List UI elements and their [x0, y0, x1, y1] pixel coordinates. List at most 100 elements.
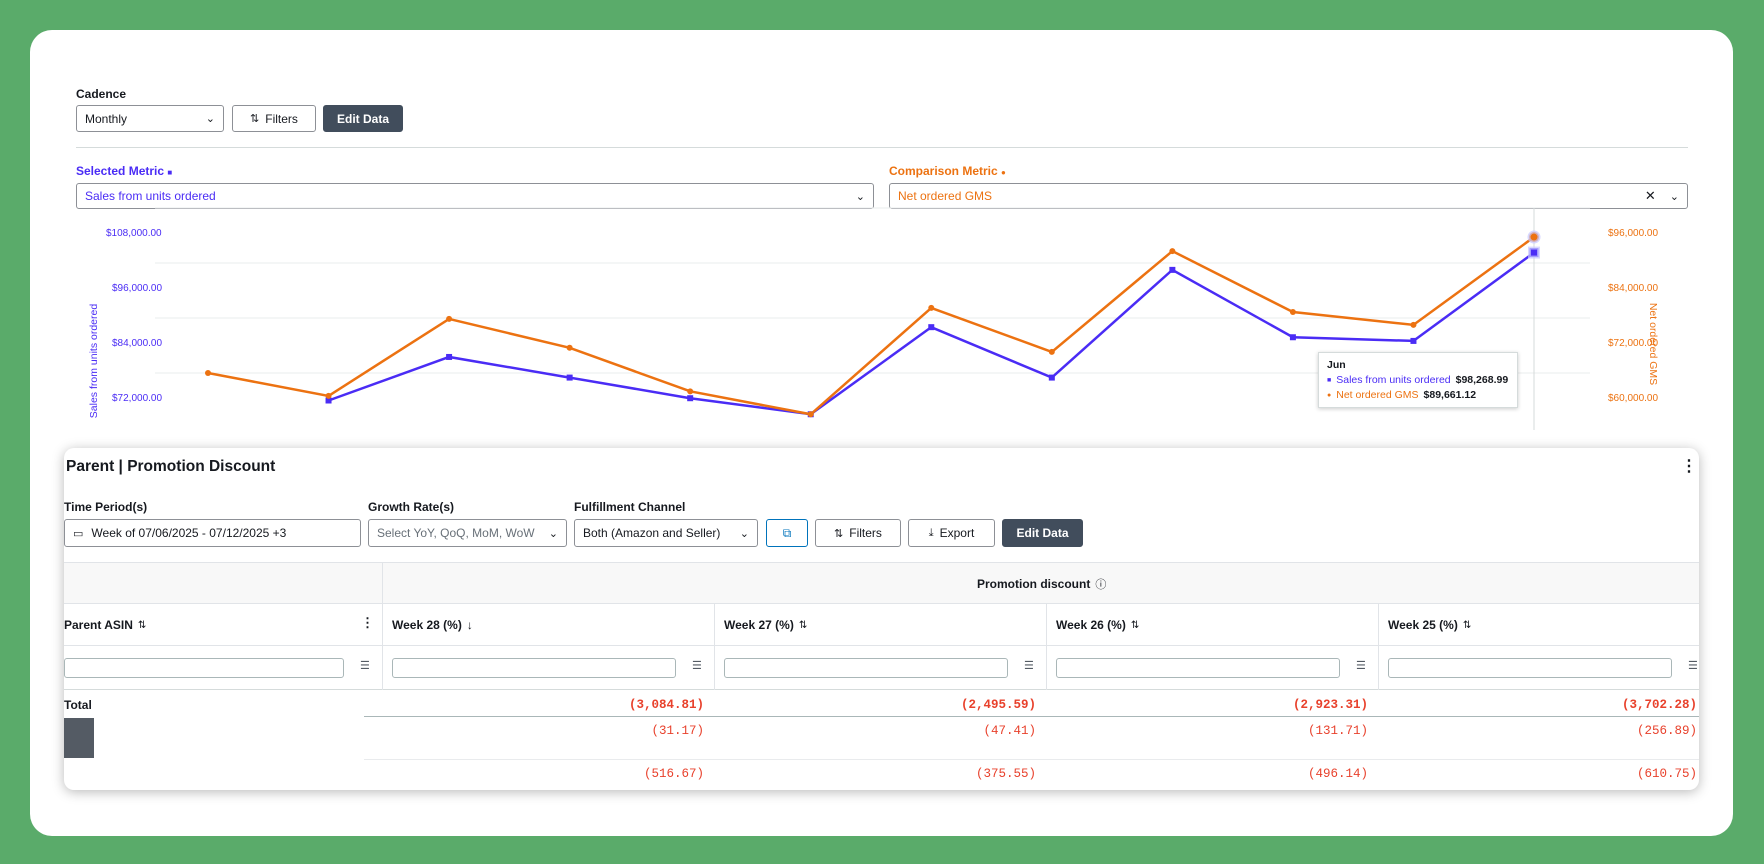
data-point[interactable]: [1048, 374, 1055, 381]
filter-icon[interactable]: ☰: [1356, 660, 1366, 672]
data-point[interactable]: [687, 395, 694, 402]
highlight-button[interactable]: ⧉: [766, 519, 808, 547]
data-point[interactable]: [1410, 321, 1417, 328]
filters-button-label: Filters: [265, 111, 298, 126]
fulfillment-value: Both (Amazon and Seller): [583, 526, 721, 540]
cell: (610.75): [1636, 767, 1697, 781]
fulfillment-select[interactable]: Both (Amazon and Seller) ⌄: [574, 519, 758, 547]
cell: (31.17): [651, 724, 704, 738]
line-chart: [155, 207, 1590, 430]
data-point[interactable]: [566, 344, 573, 351]
cadence-label: Cadence: [76, 87, 127, 101]
table-filter-row: [64, 646, 1699, 690]
growth-rate-select[interactable]: Select YoY, QoQ, MoM, WoW ⌄: [368, 519, 567, 547]
data-point[interactable]: [446, 353, 453, 360]
filter-icon[interactable]: ☰: [360, 660, 370, 672]
filter-input-week28[interactable]: [392, 658, 676, 678]
table-column-header-row: [64, 604, 1699, 646]
panel-edit-data-button[interactable]: Edit Data: [1002, 519, 1083, 547]
filter-input-week26[interactable]: [1056, 658, 1340, 678]
data-point[interactable]: [1169, 248, 1176, 255]
edit-data-button[interactable]: Edit Data: [323, 105, 403, 132]
column-header-parent-asin[interactable]: Parent ASIN ⇅: [64, 618, 147, 632]
data-point[interactable]: [1289, 309, 1296, 316]
time-period-label: Time Period(s): [64, 500, 148, 514]
export-label: Export: [939, 526, 975, 540]
sort-descending-icon: ↓: [466, 618, 473, 632]
fulfillment-label: Fulfillment Channel: [574, 500, 686, 514]
time-period-value: Week of 07/06/2025 - 07/12/2025 +3: [91, 526, 287, 540]
cadence-select[interactable]: Monthly ⌄: [76, 105, 224, 132]
sort-filter-icon: ⇅: [250, 113, 260, 125]
data-point[interactable]: [1527, 230, 1541, 244]
more-options-icon[interactable]: ⋮: [1681, 458, 1697, 475]
comparison-metric-label: Comparison Metric ●: [889, 164, 1006, 178]
data-point[interactable]: [325, 392, 332, 399]
time-period-picker[interactable]: ▭ Week of 07/06/2025 - 07/12/2025 +3: [64, 519, 361, 547]
chevron-down-icon: ⌄: [739, 527, 749, 540]
data-point[interactable]: [1048, 348, 1055, 355]
series-line: [207, 236, 1535, 416]
panel-filters-button[interactable]: ⇅ Filters: [815, 519, 901, 547]
total-row-label: Total: [64, 698, 92, 712]
y-tick: $84,000.00: [112, 338, 163, 349]
table-group-header: [64, 562, 1699, 604]
data-point[interactable]: [807, 411, 814, 418]
filter-input-parent-asin[interactable]: [64, 658, 344, 678]
cell: (516.67): [643, 767, 704, 781]
data-point[interactable]: [205, 370, 211, 376]
data-point[interactable]: [1410, 337, 1417, 344]
y2-tick: $84,000.00: [1608, 283, 1659, 294]
y2-tick: $96,000.00: [1608, 228, 1659, 239]
chevron-down-icon: ⌄: [548, 527, 558, 540]
data-point[interactable]: [928, 324, 935, 331]
total-week28: (3,084.81): [628, 698, 704, 712]
data-point[interactable]: [1528, 246, 1540, 259]
sort-icon: ⇅: [798, 619, 808, 631]
edit-data-label: Edit Data: [336, 111, 389, 126]
filter-icon[interactable]: ☰: [1024, 660, 1034, 672]
comparison-metric-value: Net ordered GMS: [898, 189, 993, 203]
cell: (256.89): [1636, 724, 1697, 738]
cell: (47.41): [983, 724, 1036, 738]
filter-icon[interactable]: ☰: [1688, 660, 1698, 672]
chevron-down-icon: ⌄: [205, 113, 215, 125]
cell: (131.71): [1307, 724, 1368, 738]
growth-rate-label: Growth Rate(s): [368, 500, 455, 514]
column-header-week26[interactable]: Week 26 (%) ⇅: [1056, 618, 1140, 632]
dashboard-card: Cadence Monthly ⌄ ⇅ Filters Edit Data Se…: [30, 30, 1733, 836]
filters-button[interactable]: ⇅ Filters: [232, 105, 316, 132]
tooltip-row: ■ Sales from units ordered $98,268.99: [1327, 374, 1509, 386]
cell: (496.14): [1307, 767, 1368, 781]
data-point[interactable]: [325, 397, 332, 404]
panel-filters-label: Filters: [849, 526, 882, 540]
group-header-label: Promotion discount ⓘ: [977, 577, 1107, 591]
sort-filter-icon: ⇅: [834, 527, 844, 540]
column-header-week25[interactable]: Week 25 (%) ⇅: [1388, 618, 1472, 632]
square-marker-icon: ■: [1327, 376, 1332, 384]
divider: [76, 147, 1688, 148]
column-menu-icon[interactable]: ⋮: [361, 615, 374, 630]
data-point[interactable]: [1289, 334, 1296, 341]
clear-icon[interactable]: ✕: [1644, 188, 1656, 203]
tooltip-row: ● Net ordered GMS $89,661.12: [1327, 389, 1477, 401]
data-point[interactable]: [687, 388, 694, 395]
paint-bucket-icon: ⧉: [782, 525, 792, 540]
data-point[interactable]: [566, 374, 573, 381]
filter-input-week27[interactable]: [724, 658, 1008, 678]
info-icon[interactable]: ⓘ: [1095, 579, 1107, 591]
sort-icon: ⇅: [1130, 619, 1140, 631]
data-point[interactable]: [446, 315, 453, 322]
export-button[interactable]: ⤓ Export: [908, 519, 995, 547]
column-header-week27[interactable]: Week 27 (%) ⇅: [724, 618, 808, 632]
filter-icon[interactable]: ☰: [692, 660, 702, 672]
data-point[interactable]: [928, 304, 935, 311]
data-point[interactable]: [1169, 266, 1176, 273]
total-week26: (2,923.31): [1292, 698, 1368, 712]
chevron-down-icon: ⌄: [855, 190, 865, 203]
sort-icon: ⇅: [137, 619, 147, 631]
column-header-week28[interactable]: Week 28 (%) ↓: [392, 618, 473, 632]
panel-edit-data-label: Edit Data: [1016, 526, 1069, 540]
filter-input-week25[interactable]: [1388, 658, 1672, 678]
promotion-discount-panel: Parent | Promotion Discount ⋮ Time Perio…: [64, 448, 1699, 790]
